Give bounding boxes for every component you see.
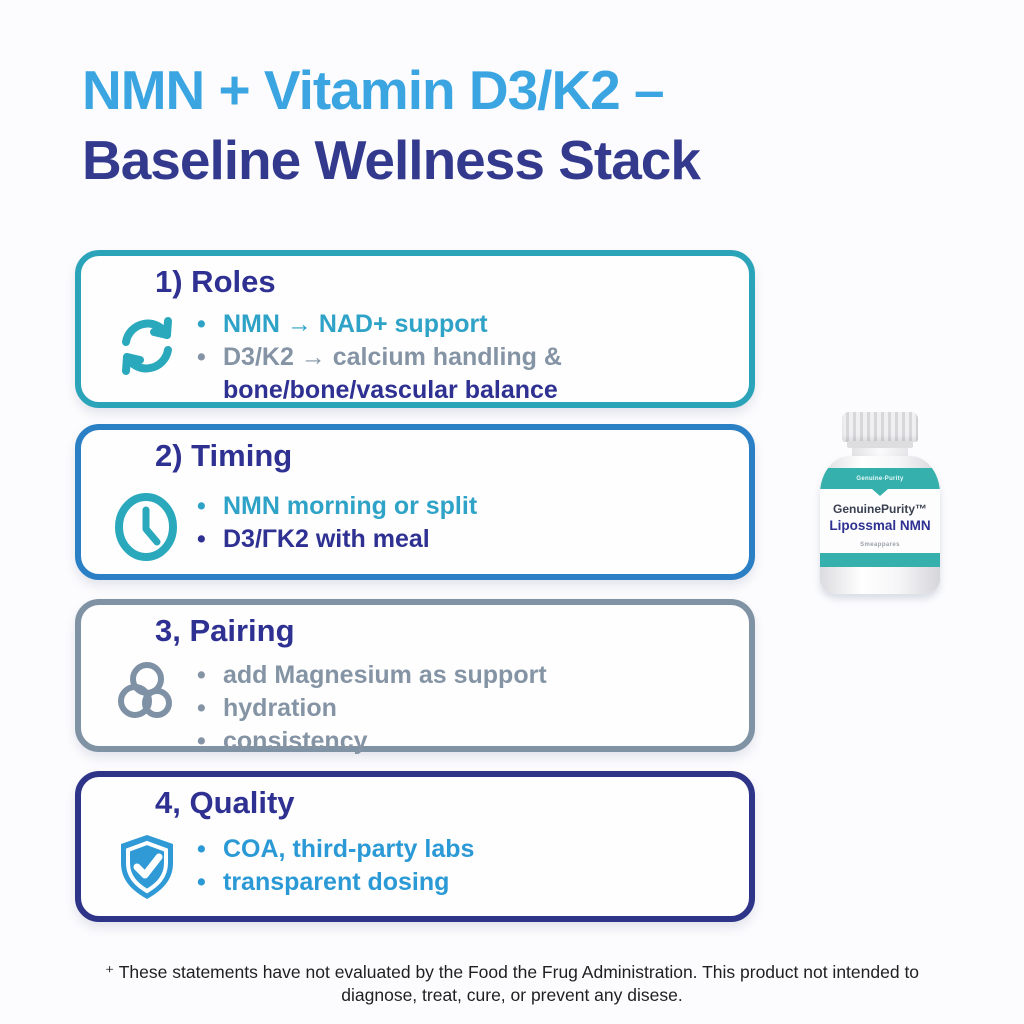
card-timing-heading: 2) Timing <box>155 438 293 473</box>
list-item: • consistency <box>197 725 547 758</box>
card-roles: 1) Roles • NMN → NAD+ support • D3/K2 → … <box>75 250 755 408</box>
bottle-brand: GenuinePurity™ <box>832 502 927 516</box>
bottle-label: GenuinePurity™ Lipossmal NMN Smeappares <box>820 489 940 553</box>
card-quality-bullets: • COA, third-party labs • transparent do… <box>197 833 474 899</box>
card-pairing-heading: 3, Pairing <box>155 613 295 648</box>
bullet-text: add Magnesium as support <box>223 661 547 689</box>
bullet-text: NMN → NAD+ support <box>223 310 488 338</box>
list-item: • NMN → NAD+ support <box>197 308 562 341</box>
bullet-text: D3/ΓK2 with meal <box>223 525 430 553</box>
bullet-text: transparent dosing <box>223 868 450 896</box>
bottle-label-top-band: Genuine-Purity <box>820 468 940 489</box>
supplement-bottle: Genuine-Purity GenuinePurity™ Lipossmal … <box>818 412 942 594</box>
bottle-label-notch <box>872 489 888 496</box>
clock-icon <box>109 490 185 566</box>
molecules-icon <box>109 655 185 731</box>
bullet-dot: • <box>197 310 206 338</box>
list-item: • transparent dosing <box>197 866 474 899</box>
card-roles-bullets: • NMN → NAD+ support • D3/K2 → calcium h… <box>197 308 562 407</box>
page-title: NMN + Vitamin D3/K2 – Baseline Wellness … <box>82 56 701 196</box>
page-title-line2: Baseline Wellness Stack <box>82 128 701 191</box>
list-item: • D3/ΓK2 with meal <box>197 523 477 556</box>
card-pairing-bullets: • add Magnesium as support • hydration •… <box>197 659 547 758</box>
list-item: • hydration <box>197 692 547 725</box>
shield-check-icon <box>109 829 185 905</box>
bullet-dot: • <box>197 343 206 371</box>
card-timing-bullets: • NMN morning or split • D3/ΓK2 with mea… <box>197 490 477 556</box>
bullet-dot: • <box>197 727 206 755</box>
bullet-dot: • <box>197 492 206 520</box>
disclaimer-line2: diagnose, treat, cure, or prevent any di… <box>341 985 683 1005</box>
card-quality: 4, Quality • COA, third-party labs • tra… <box>75 771 755 922</box>
bottle-label-bottom-band <box>820 553 940 567</box>
bullet-text-part2: bone/bone/vascular balance <box>223 376 558 404</box>
bottle-body: Genuine-Purity GenuinePurity™ Lipossmal … <box>820 456 940 594</box>
cycle-icon <box>109 308 185 384</box>
list-item: • NMN morning or split <box>197 490 477 523</box>
bullet-dot: • <box>197 694 206 722</box>
disclaimer-line1: ⁺ These statements have not evaluated by… <box>104 962 920 982</box>
bullet-text: COA, third-party labs <box>223 835 475 863</box>
bottle-fine-print: Smeappares <box>860 542 900 548</box>
bullet-text: D3/K2 → calcium handling & bone/bone/vas… <box>223 341 562 407</box>
card-timing: 2) Timing • NMN morning or split • D3/ΓK… <box>75 424 755 580</box>
card-roles-heading: 1) Roles <box>155 264 276 299</box>
bottle-cap <box>842 412 918 442</box>
bullet-text: consistency <box>223 727 368 755</box>
list-item: • add Magnesium as support <box>197 659 547 692</box>
bullet-text: NMN morning or split <box>223 492 478 520</box>
bullet-dot: • <box>197 525 206 553</box>
disclaimer: ⁺ These statements have not evaluated by… <box>0 961 1024 1007</box>
card-pairing: 3, Pairing • add Magnesium as support • … <box>75 599 755 755</box>
bullet-text-part1: D3/K2 → calcium handling & <box>223 343 562 371</box>
bottle-cap-lip <box>847 441 913 448</box>
bullet-dot: • <box>197 661 206 689</box>
bullet-text: hydration <box>223 694 337 722</box>
bullet-dot: • <box>197 835 206 863</box>
bottle-band-text: Genuine-Purity <box>856 475 904 482</box>
bottle-product-name: Lipossmal NMN <box>829 518 931 533</box>
bullet-dot: • <box>197 868 206 896</box>
list-item: • D3/K2 → calcium handling & bone/bone/v… <box>197 341 562 407</box>
page-title-line1: NMN + Vitamin D3/K2 – <box>82 59 665 121</box>
list-item: • COA, third-party labs <box>197 833 474 866</box>
card-quality-heading: 4, Quality <box>155 785 295 820</box>
